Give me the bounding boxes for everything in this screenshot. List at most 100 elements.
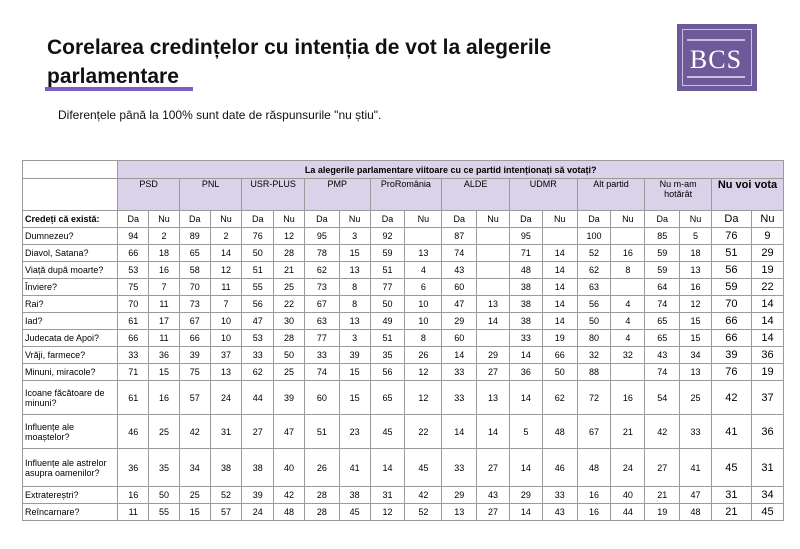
value-cell: 76: [710, 363, 752, 381]
beliefs-vote-table: La alegerile parlamentare viitoare cu ce…: [21, 160, 785, 521]
value-cell: 17: [148, 312, 180, 330]
value-cell: 66: [117, 244, 150, 262]
row-label: Dumnezeu?: [21, 227, 119, 245]
value-cell: 70: [178, 278, 211, 296]
value-cell: 52: [209, 486, 243, 504]
subheader-da: Da: [369, 210, 406, 228]
value-cell: 43: [541, 503, 578, 521]
value-cell: 89: [178, 227, 211, 245]
value-cell: 12: [209, 261, 243, 279]
corner-cell-2: [21, 178, 119, 211]
subheader-nu: Nu: [610, 210, 646, 228]
value-cell: 46: [117, 414, 150, 449]
value-cell: 94: [117, 227, 150, 245]
table-row: Viață după moarte? 53 16 58 12 51 21 62 13 51 4 43 4…: [21, 261, 785, 279]
value-cell: 16: [679, 278, 712, 296]
value-cell: 22: [404, 414, 443, 449]
value-cell: 14: [476, 312, 510, 330]
value-cell: 38: [508, 312, 543, 330]
value-cell: 47: [679, 486, 712, 504]
value-cell: 51: [369, 329, 406, 347]
value-cell: 40: [610, 486, 646, 504]
value-cell: 13: [441, 503, 478, 521]
row-label: Diavol, Satana?: [21, 244, 119, 262]
row-label: Iad?: [21, 312, 119, 330]
value-cell: 24: [209, 380, 243, 415]
value-cell: 13: [338, 261, 371, 279]
subheader-nu: Nu: [750, 210, 785, 228]
table-row: Dumnezeu? 94 2 89 2 76 12 95 3 92 87 95 100 85 5 76 9: [21, 227, 785, 245]
value-cell: 28: [303, 486, 340, 504]
subheader-da: Da: [576, 210, 612, 228]
value-cell: 31: [710, 486, 752, 504]
value-cell: 73: [303, 278, 340, 296]
value-cell: 15: [679, 329, 712, 347]
value-cell: 60: [441, 278, 478, 296]
value-cell: 7: [148, 278, 180, 296]
question-header: La alegerile parlamentare viitoare cu ce…: [117, 160, 784, 179]
value-cell: 23: [338, 414, 371, 449]
row-label: Rai?: [21, 295, 119, 313]
value-cell: 18: [679, 244, 712, 262]
value-cell: 10: [209, 329, 243, 347]
value-cell: 80: [576, 329, 612, 347]
value-cell: [541, 227, 578, 245]
value-cell: 14: [750, 295, 785, 313]
value-cell: 45: [369, 414, 406, 449]
value-cell: 16: [610, 244, 646, 262]
value-cell: 39: [178, 346, 211, 364]
table-row: Înviere? 75 7 70 11 55 25 73 8 77 6 60 38 14 63 64 16 59 2…: [21, 278, 785, 296]
value-cell: 27: [476, 448, 510, 487]
value-cell: 29: [441, 486, 478, 504]
value-cell: 52: [404, 503, 443, 521]
table-row: Reîncarnare? 11 55 15 57 24 48 28 45 12 52 13 27 14 43…: [21, 503, 785, 521]
value-cell: 55: [241, 278, 275, 296]
value-cell: 16: [576, 503, 612, 521]
value-cell: 14: [750, 312, 785, 330]
value-cell: 50: [241, 244, 275, 262]
value-cell: 33: [441, 363, 478, 381]
value-cell: 2: [148, 227, 180, 245]
value-cell: 15: [338, 380, 371, 415]
value-cell: 3: [338, 227, 371, 245]
value-cell: 9: [750, 227, 785, 245]
value-cell: 62: [541, 380, 578, 415]
value-cell: 36: [117, 448, 150, 487]
value-cell: 33: [679, 414, 712, 449]
row-label: Icoane făcătoare de minuni?: [21, 380, 119, 415]
value-cell: 66: [541, 346, 578, 364]
value-cell: 36: [750, 414, 785, 449]
value-cell: 59: [710, 278, 752, 296]
value-cell: 31: [209, 414, 243, 449]
value-cell: 45: [338, 503, 371, 521]
value-cell: 59: [369, 244, 406, 262]
party-pmp: PMP: [303, 178, 371, 211]
value-cell: 76: [710, 227, 752, 245]
value-cell: 27: [476, 363, 510, 381]
value-cell: 66: [178, 329, 211, 347]
value-cell: 59: [644, 244, 681, 262]
table-row: Extratereștri? 16 50 25 52 39 42 28 38 31 42 29 43 29…: [21, 486, 785, 504]
row-label: Reîncarnare?: [21, 503, 119, 521]
value-cell: 66: [710, 312, 752, 330]
value-cell: 29: [508, 486, 543, 504]
value-cell: 12: [404, 363, 443, 381]
value-cell: 16: [610, 380, 646, 415]
value-cell: 10: [209, 312, 243, 330]
value-cell: [476, 227, 510, 245]
subheader-nu: Nu: [679, 210, 712, 228]
value-cell: 22: [273, 295, 305, 313]
value-cell: 4: [610, 295, 646, 313]
value-cell: 50: [148, 486, 180, 504]
value-cell: 50: [273, 346, 305, 364]
value-cell: 14: [369, 448, 406, 487]
value-cell: 31: [750, 448, 785, 487]
value-cell: 65: [644, 312, 681, 330]
value-cell: 92: [369, 227, 406, 245]
value-cell: 33: [303, 346, 340, 364]
value-cell: 22: [750, 278, 785, 296]
row-label: Vrăji, farmece?: [21, 346, 119, 364]
value-cell: 95: [303, 227, 340, 245]
value-cell: 39: [273, 380, 305, 415]
table-row: Rai? 70 11 73 7 56 22 67 8 50 10 47 13 38 14 56 4 74 12 70 1…: [21, 295, 785, 313]
